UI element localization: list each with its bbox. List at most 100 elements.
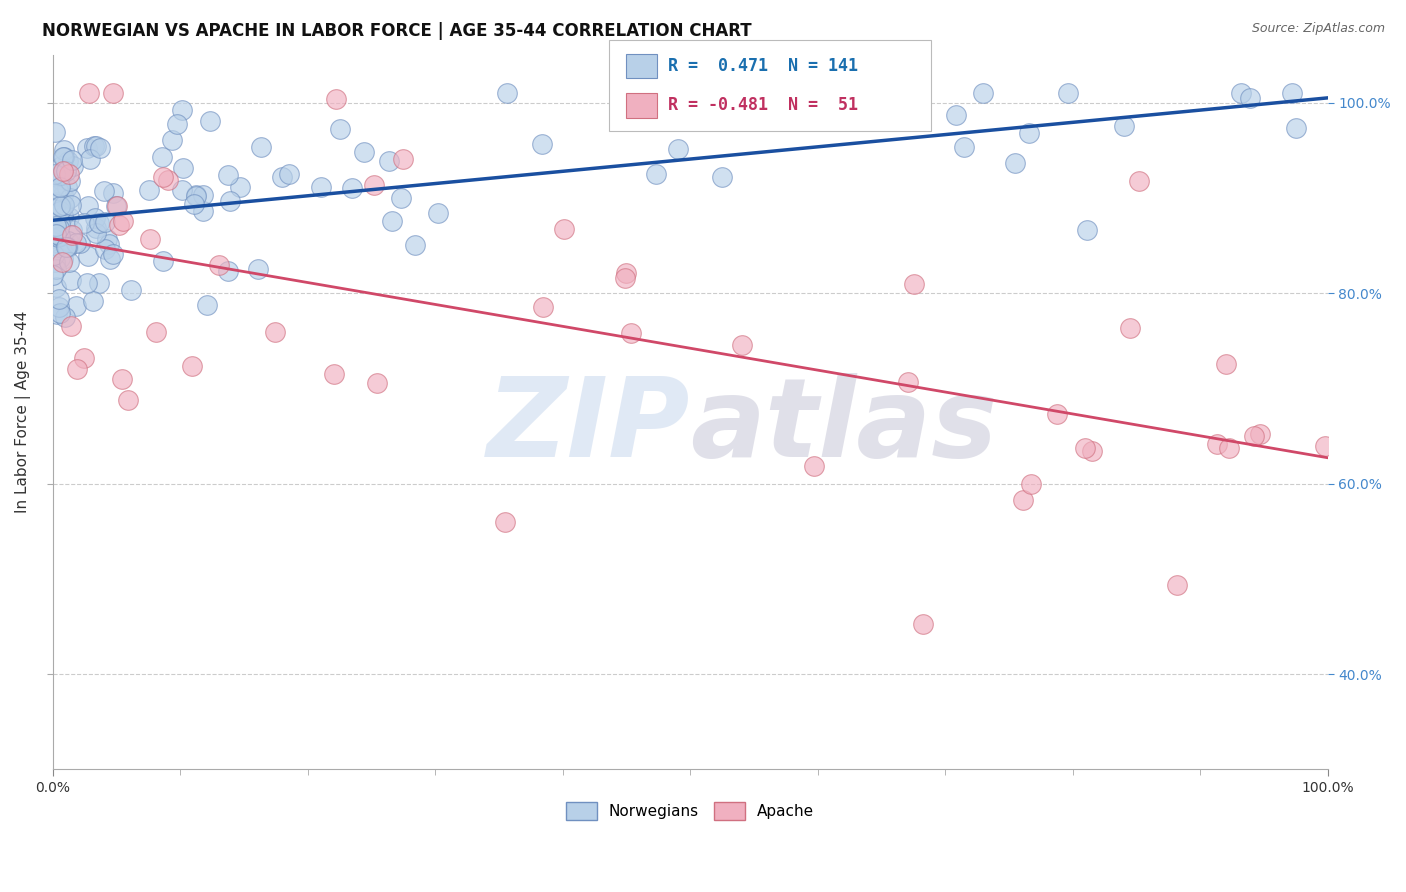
Text: Source: ZipAtlas.com: Source: ZipAtlas.com xyxy=(1251,22,1385,36)
Point xyxy=(98,252,121,266)
Point xyxy=(77,198,100,212)
Point xyxy=(60,223,83,237)
Point xyxy=(42,268,65,282)
Point xyxy=(250,139,273,153)
Y-axis label: In Labor Force | Age 35-44: In Labor Force | Age 35-44 xyxy=(15,311,31,514)
Point xyxy=(103,186,125,200)
Point xyxy=(195,298,218,312)
Point xyxy=(1046,407,1069,421)
Point xyxy=(49,203,72,218)
Point xyxy=(58,167,80,181)
Point xyxy=(45,187,67,202)
Point xyxy=(51,255,73,269)
Point xyxy=(166,117,188,131)
Point xyxy=(48,180,70,194)
Point xyxy=(666,142,689,156)
Point xyxy=(1218,442,1240,456)
Point xyxy=(138,184,160,198)
Point xyxy=(52,209,75,223)
Point xyxy=(45,196,67,211)
Point xyxy=(51,169,73,183)
Point xyxy=(972,87,994,101)
Point xyxy=(353,145,375,160)
Point xyxy=(52,198,75,212)
Point xyxy=(49,172,72,186)
Text: atlas: atlas xyxy=(690,373,998,480)
Point xyxy=(77,87,100,101)
Point xyxy=(48,240,70,254)
Point xyxy=(105,199,128,213)
Point xyxy=(76,276,98,290)
Point xyxy=(496,87,519,101)
Point xyxy=(62,160,84,174)
Point xyxy=(76,141,98,155)
Point xyxy=(48,292,70,306)
Point xyxy=(553,221,575,235)
Point xyxy=(46,183,69,197)
Point xyxy=(44,167,66,181)
Point xyxy=(65,299,87,313)
Point xyxy=(82,294,104,309)
Point xyxy=(105,199,128,213)
Text: R = -0.481  N =  51: R = -0.481 N = 51 xyxy=(668,96,858,114)
Point xyxy=(120,283,142,297)
Point xyxy=(1281,87,1303,101)
Point xyxy=(53,310,76,324)
Point xyxy=(1114,120,1136,134)
Point xyxy=(530,136,553,151)
Point xyxy=(45,194,67,209)
Point xyxy=(65,236,87,251)
Point xyxy=(48,300,70,314)
Point xyxy=(427,205,450,219)
Point xyxy=(198,113,221,128)
Point xyxy=(69,236,91,251)
Point xyxy=(53,198,76,212)
Point xyxy=(87,216,110,230)
Legend: Norwegians, Apache: Norwegians, Apache xyxy=(560,796,820,826)
Point xyxy=(45,262,67,277)
Point xyxy=(191,188,214,202)
Point xyxy=(60,272,83,286)
Point xyxy=(79,153,101,167)
Point xyxy=(1019,476,1042,491)
Point xyxy=(93,184,115,198)
Point xyxy=(366,376,388,391)
Point xyxy=(184,188,207,202)
Point xyxy=(49,251,72,265)
Point xyxy=(60,198,83,212)
Point xyxy=(1074,441,1097,455)
Point xyxy=(48,230,70,244)
Point xyxy=(152,170,174,185)
Point xyxy=(52,150,75,164)
Point xyxy=(1230,87,1253,101)
Point xyxy=(1080,443,1102,458)
Point xyxy=(1004,156,1026,170)
Point xyxy=(1057,87,1080,101)
Point xyxy=(87,276,110,290)
Point xyxy=(44,125,66,139)
Point xyxy=(52,252,75,266)
Point xyxy=(614,266,637,280)
Point xyxy=(48,185,70,199)
Point xyxy=(160,133,183,147)
Point xyxy=(83,139,105,153)
Point xyxy=(1166,578,1188,592)
Point xyxy=(193,203,215,218)
Point xyxy=(51,185,73,199)
Point xyxy=(953,140,976,154)
Point xyxy=(77,249,100,263)
Point xyxy=(44,208,66,222)
Point xyxy=(49,199,72,213)
Point xyxy=(139,232,162,246)
Point xyxy=(391,191,413,205)
Point xyxy=(49,217,72,231)
Point xyxy=(329,121,352,136)
Point xyxy=(377,153,399,168)
Point xyxy=(325,92,347,106)
Point xyxy=(45,307,67,321)
Point xyxy=(731,338,754,352)
Point xyxy=(60,228,83,243)
Point xyxy=(84,220,107,235)
Point xyxy=(84,226,107,240)
Point xyxy=(309,180,332,194)
